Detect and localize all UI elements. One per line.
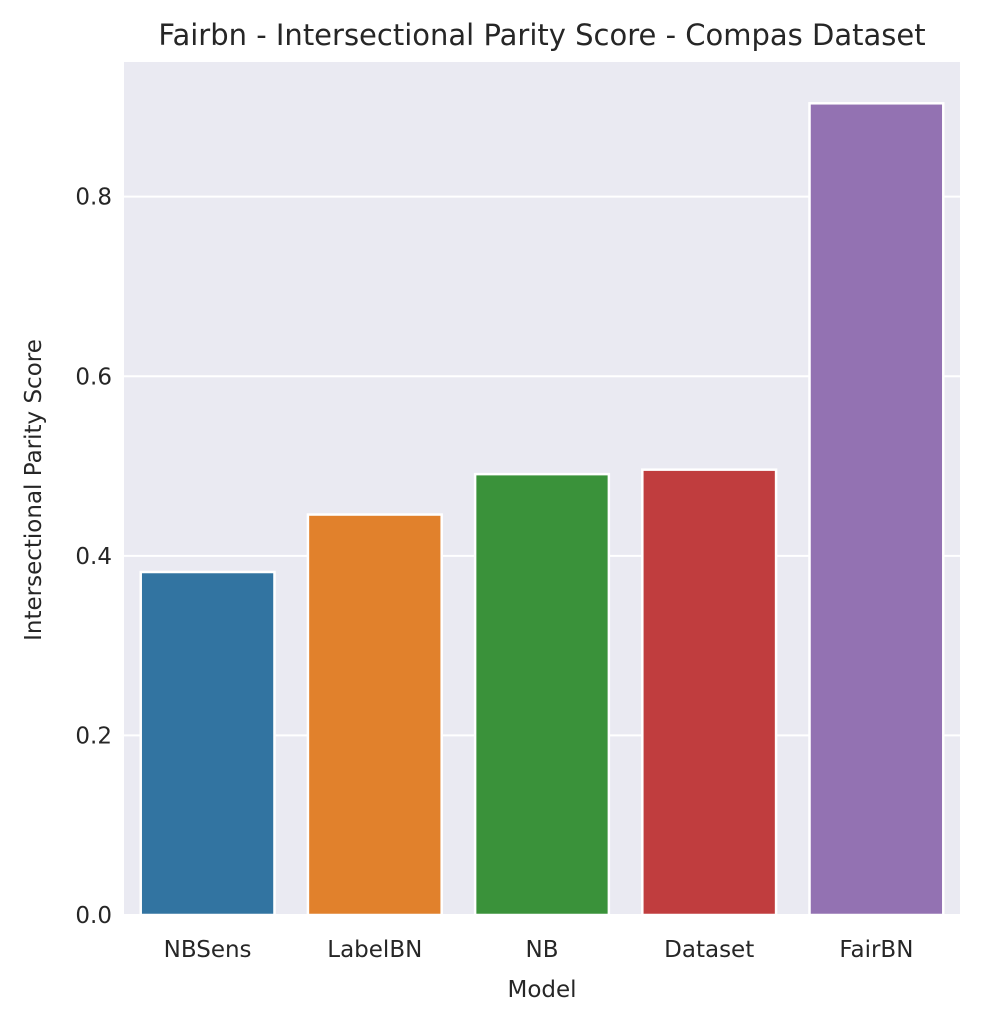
bars [139,102,945,917]
bar-labelbn [306,513,443,917]
y-tick-label: 0.4 [75,544,112,570]
bar-nb [473,472,611,917]
y-tick-label: 0.0 [75,903,112,929]
bar-nbsens [139,570,276,917]
x-tick-label: Dataset [664,937,754,963]
x-tick-label: NBSens [164,937,252,963]
y-tick-labels: 0.0 0.2 0.4 0.6 0.8 [75,185,112,929]
y-tick-label: 0.2 [75,723,112,749]
y-axis-label: Intersectional Parity Score [21,339,47,641]
x-tick-label: NB [526,937,559,963]
x-tick-label: LabelBN [327,937,422,963]
x-axis-label: Model [507,977,576,1003]
x-tick-labels: NBSens LabelBN NB Dataset FairBN [164,937,914,963]
y-tick-label: 0.6 [75,364,112,390]
bar-fairbn [808,102,945,917]
x-tick-label: FairBN [839,937,913,963]
bar-dataset [641,468,778,917]
chart-title: Fairbn - Intersectional Parity Score - C… [158,18,925,52]
y-tick-label: 0.8 [75,185,112,211]
